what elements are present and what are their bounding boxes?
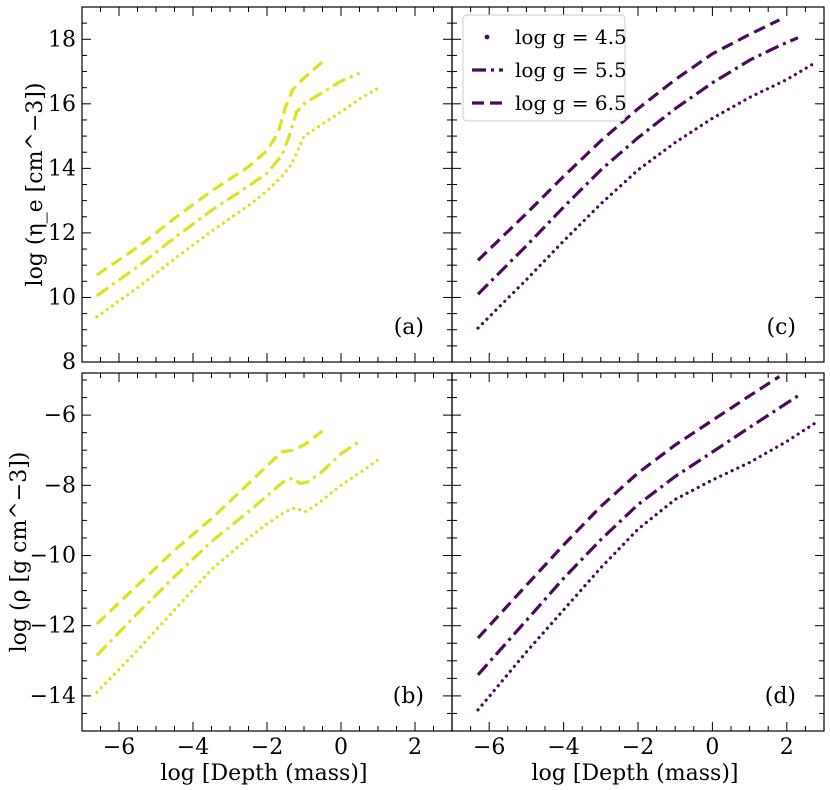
y-tick-label: 10 — [48, 285, 76, 310]
axis-labels: (a) (b) (c) (d) −6 −4 −2 0 2 log [Depth (mass)] −6… — [7, 27, 796, 786]
legend-box — [462, 14, 626, 122]
x-axis-label: log [Depth (mass)] — [532, 761, 739, 786]
series-line-dotted — [95, 84, 384, 319]
y-tick-label: −6 — [44, 403, 76, 428]
series-line-dashdot — [476, 36, 799, 296]
y-tick-label: −14 — [30, 684, 76, 709]
panel-frame — [81, 6, 453, 363]
y-tick-label: 14 — [48, 156, 76, 181]
y-tick-label: 8 — [62, 350, 76, 375]
x-tick-label: −6 — [473, 735, 505, 760]
series-line-dashed — [476, 18, 781, 262]
y-tick-label: 16 — [48, 92, 76, 117]
panel-frames — [81, 6, 825, 732]
y-tick-label: −12 — [30, 614, 76, 639]
chart-marks — [95, 18, 819, 712]
y-axis-label: log (ρ [g cm^−3]) — [7, 452, 32, 653]
x-tick-label: −2 — [251, 735, 283, 760]
series-line-dotted — [95, 455, 384, 695]
x-axis-label: log [Depth (mass)] — [161, 761, 368, 786]
legend-label: log g = 5.5 — [515, 58, 627, 82]
legend-marker-dotted — [484, 34, 490, 40]
legend: log g = 4.5 log g = 5.5 log g = 6.5 — [462, 14, 627, 122]
series-line-dashed — [95, 60, 324, 277]
legend-label: log g = 4.5 — [515, 25, 627, 49]
panel-tag: (b) — [393, 684, 424, 709]
x-tick-label: −2 — [622, 735, 654, 760]
series-line-dotted — [476, 60, 819, 330]
y-axis-label: log (η_e [cm^−3]) — [23, 83, 48, 287]
panel-frame — [81, 372, 453, 732]
x-tick-label: −6 — [103, 735, 135, 760]
y-tick-label: −8 — [44, 473, 76, 498]
y-tick-label: 12 — [48, 221, 76, 246]
panel-b-series — [95, 429, 384, 695]
panel-tag: (d) — [765, 684, 796, 709]
legend-label: log g = 6.5 — [515, 91, 627, 115]
y-tick-label: 18 — [48, 27, 76, 52]
panel-d-series — [476, 375, 819, 712]
axis-ticks — [81, 6, 825, 732]
series-line-dashdot — [476, 394, 799, 676]
panel-c-series — [476, 18, 819, 330]
x-tick-label: −4 — [547, 735, 579, 760]
panel-a-series — [95, 60, 384, 319]
x-tick-label: 2 — [408, 735, 422, 760]
x-tick-label: 0 — [334, 735, 348, 760]
panel-tag: (a) — [394, 315, 424, 340]
series-line-dotted — [476, 420, 819, 712]
series-line-dashdot — [95, 71, 361, 298]
series-line-dashed — [95, 429, 324, 626]
x-tick-label: −4 — [177, 735, 209, 760]
series-line-dashed — [476, 375, 781, 640]
series-line-dashdot — [95, 440, 361, 657]
y-tick-label: −10 — [30, 544, 76, 569]
panel-frame — [451, 372, 825, 732]
x-tick-label: 0 — [705, 735, 719, 760]
panel-tag: (c) — [767, 315, 797, 340]
x-tick-label: 2 — [780, 735, 794, 760]
